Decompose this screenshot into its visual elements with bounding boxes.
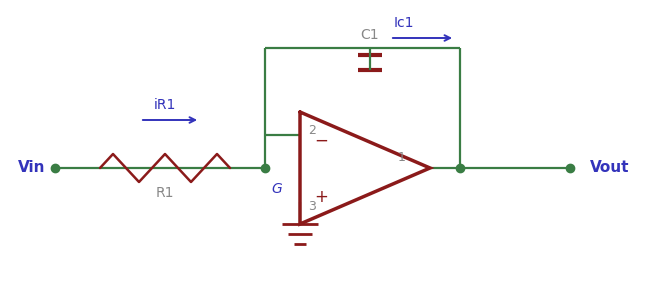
Text: Vout: Vout [590,161,629,175]
Text: 3: 3 [308,200,316,213]
Text: C1: C1 [361,28,380,42]
Text: R1: R1 [156,186,174,200]
Text: Vin: Vin [18,161,46,175]
Text: +: + [314,188,328,206]
Text: iR1: iR1 [154,98,176,112]
Text: 2: 2 [308,124,316,137]
Text: Ic1: Ic1 [394,16,415,30]
Text: 1: 1 [398,151,406,164]
Text: G: G [271,182,281,196]
Text: −: − [314,132,328,150]
